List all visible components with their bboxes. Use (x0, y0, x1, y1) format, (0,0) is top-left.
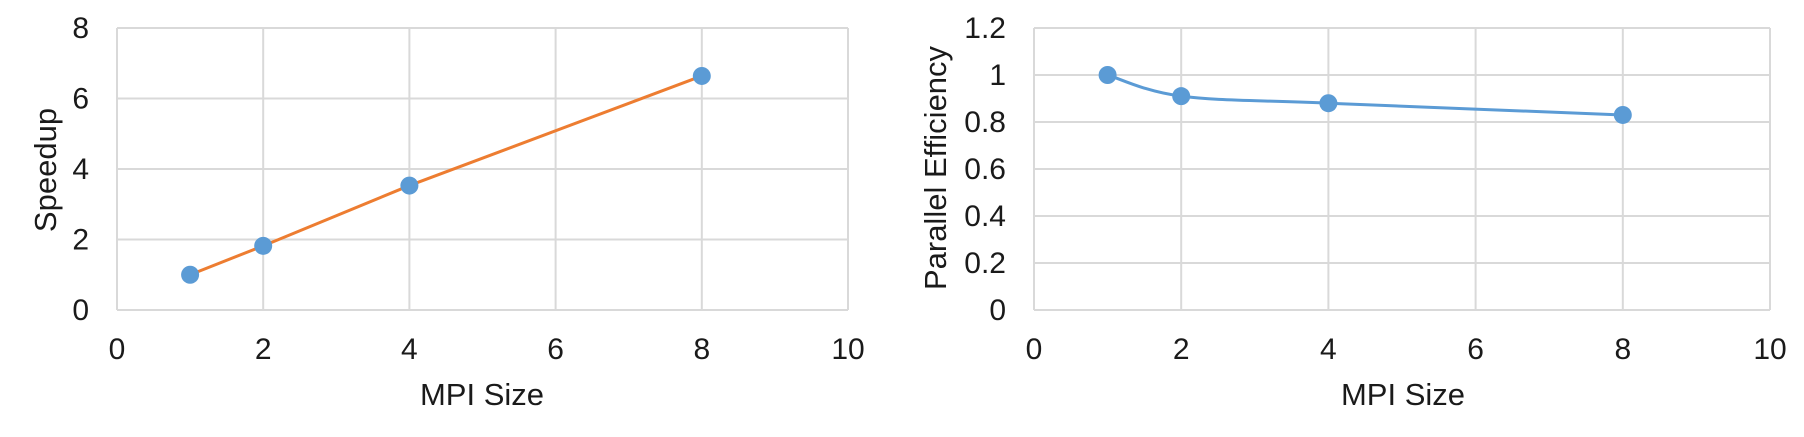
speedup-series-line (189, 74, 703, 277)
efficiency-y-tick-label: 0.4 (964, 200, 1006, 233)
efficiency-x-tick-label: 10 (1753, 333, 1786, 366)
efficiency-y-tick-label: 0 (989, 294, 1006, 327)
parallel-efficiency-chart: MPI Size Parallel Efficiency 0 2 4 6 8 10 0 0.2… (918, 12, 1787, 412)
speedup-x-tick-label: 4 (401, 333, 418, 366)
efficiency-x-tick-label: 4 (1320, 333, 1337, 366)
efficiency-x-tick-label: 0 (1026, 333, 1043, 366)
efficiency-y-tick-label: 0.6 (964, 153, 1006, 186)
speedup-x-tick-label: 0 (109, 333, 126, 366)
efficiency-y-tick-label: 0.8 (964, 106, 1006, 139)
efficiency-data-point (1172, 87, 1191, 106)
speedup-y-axis-label: Speedup (28, 108, 63, 232)
speedup-x-tick-label: 8 (693, 333, 710, 366)
speedup-x-tick-label: 6 (547, 333, 564, 366)
efficiency-data-point (1613, 105, 1632, 124)
speedup-x-tick-label: 10 (831, 333, 864, 366)
efficiency-data-point (1098, 66, 1117, 84)
speedup-y-tick-label: 2 (72, 224, 89, 257)
speedup-chart: MPI Size Speedup 0 2 4 6 8 10 0 2 4 6 8 (28, 12, 865, 412)
speedup-data-point (181, 265, 200, 284)
efficiency-y-axis-label: Parallel Efficiency (918, 45, 953, 290)
efficiency-y-tick-label: 1.2 (964, 12, 1006, 45)
efficiency-data-point (1319, 94, 1338, 113)
speedup-x-axis-label: MPI Size (420, 377, 544, 412)
efficiency-series-line (1107, 73, 1623, 117)
efficiency-y-tick-label: 0.2 (964, 247, 1006, 280)
speedup-data-point (400, 176, 419, 195)
efficiency-y-tick-label: 1 (989, 59, 1006, 92)
speedup-y-tick-label: 6 (72, 83, 89, 116)
speedup-y-tick-label: 4 (72, 153, 89, 186)
efficiency-x-tick-label: 2 (1173, 333, 1190, 366)
speedup-y-tick-label: 0 (72, 294, 89, 327)
speedup-x-tick-label: 2 (255, 333, 272, 366)
efficiency-x-axis-label: MPI Size (1341, 377, 1465, 412)
speedup-data-point (692, 66, 711, 85)
speedup-data-point (254, 236, 273, 255)
efficiency-x-tick-label: 8 (1614, 333, 1631, 366)
efficiency-x-tick-label: 6 (1467, 333, 1484, 366)
speedup-y-tick-label: 8 (72, 12, 89, 45)
